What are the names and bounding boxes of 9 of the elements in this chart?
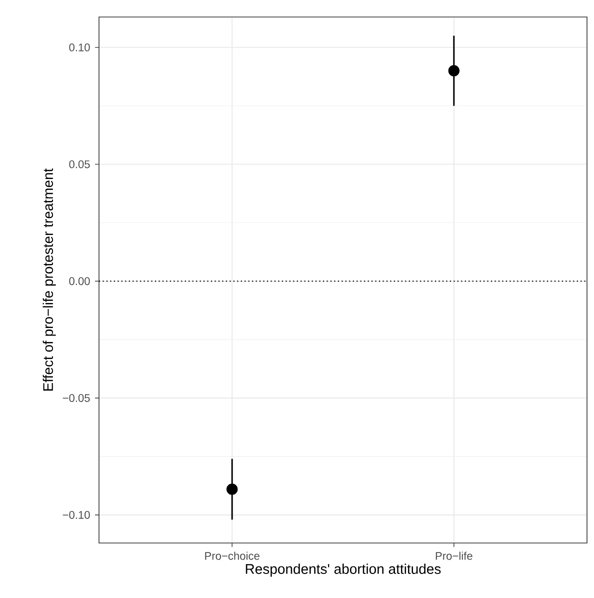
y-tick-label: 0.05 xyxy=(69,160,90,168)
y-tick-label: −0.10 xyxy=(62,511,90,519)
x-tick-label: Pro−life xyxy=(436,552,472,560)
y-axis-title: Effect of pro−life protester treatment xyxy=(42,168,56,391)
y-tick-label: 0.10 xyxy=(69,43,90,52)
x-tick-label: Pro−choice xyxy=(205,552,260,560)
x-axis-title: Respondents' abortion attitudes xyxy=(246,564,441,577)
y-tick-label: −0.05 xyxy=(62,394,90,402)
y-tick-label: 0.00 xyxy=(69,277,90,286)
